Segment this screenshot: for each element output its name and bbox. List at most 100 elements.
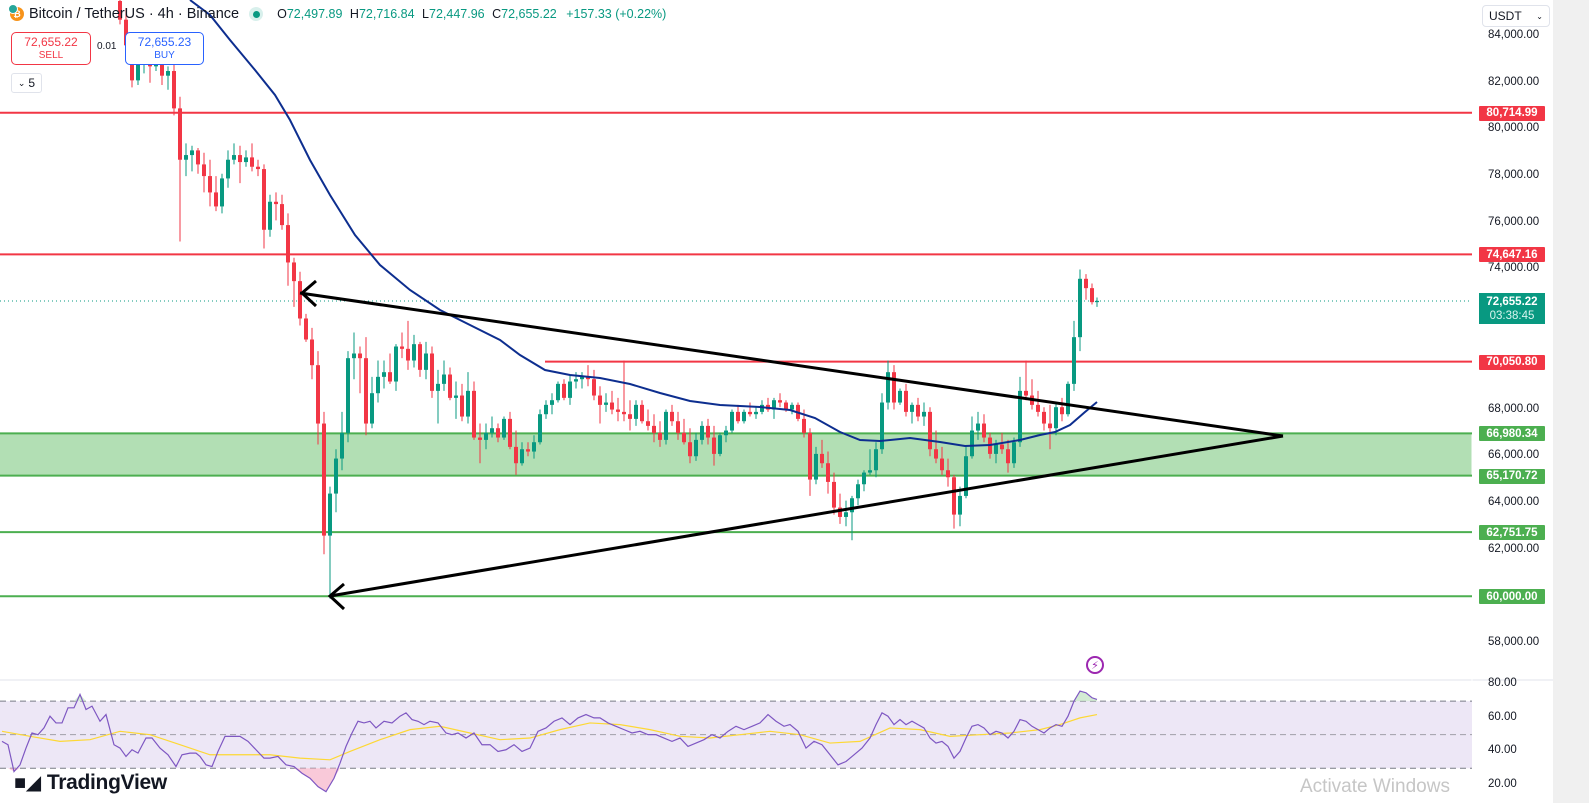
candle-body <box>316 365 320 424</box>
level-price-tag: 80,714.99 <box>1479 105 1545 121</box>
price-axis-tick: 74,000.00 <box>1488 262 1540 275</box>
rsi-overbought-fill <box>74 694 80 702</box>
triangle-lower-trendline <box>329 434 1284 598</box>
rsi-axis-tick: 20.00 <box>1488 777 1517 790</box>
sell-price: 72,655.22 <box>24 34 78 49</box>
low-value: 72,447.96 <box>429 7 485 21</box>
candle-body <box>826 463 830 482</box>
candle-body <box>424 353 428 370</box>
candle-body <box>1054 407 1058 429</box>
sell-label: SELL <box>38 49 64 61</box>
candle-body <box>622 411 626 415</box>
moving-average-line <box>189 0 1098 448</box>
candle-body <box>916 404 920 417</box>
candle-body <box>190 150 194 156</box>
candle-body <box>526 449 530 452</box>
candle-body <box>292 262 296 282</box>
bitcoin-icon: ₿ <box>8 4 24 21</box>
candle-body <box>406 348 410 361</box>
chart-canvas[interactable] <box>0 0 1553 803</box>
candle-body <box>208 176 212 193</box>
candle-body <box>478 437 482 440</box>
candle-body <box>232 155 236 160</box>
candle-body <box>1012 442 1016 464</box>
candle-body <box>958 495 962 515</box>
candle-body <box>496 428 500 438</box>
candle-body <box>514 446 518 464</box>
level-price-tag: 65,170.72 <box>1479 468 1545 484</box>
candle-body <box>520 449 524 464</box>
candle-body <box>1078 278 1082 338</box>
candle-body <box>802 418 806 433</box>
candle-body <box>244 157 248 163</box>
candle-body <box>136 59 140 81</box>
price-change: +157.33 (+0.22%) <box>566 7 667 21</box>
candle-body <box>736 411 740 422</box>
candle-body <box>856 484 860 499</box>
price-axis-tick: 76,000.00 <box>1488 215 1540 228</box>
candle-body <box>712 437 716 454</box>
candle-body <box>376 376 380 394</box>
level-price-tag: 70,050.80 <box>1479 354 1545 370</box>
quantity-dropdown[interactable]: ⌄ 5 <box>11 73 42 93</box>
candle-body <box>442 374 446 384</box>
rsi-oversold-fill <box>310 768 318 787</box>
candle-body <box>820 453 824 464</box>
candle-body <box>1095 300 1099 303</box>
candle-body <box>880 402 884 450</box>
symbol-title[interactable]: Bitcoin / TetherUS · 4h · Binance <box>29 6 240 22</box>
price-axis-tick: 58,000.00 <box>1488 636 1540 648</box>
candle-body <box>286 225 290 263</box>
scrollbar[interactable] <box>1553 0 1589 803</box>
candle-body <box>394 346 398 382</box>
candle-body <box>652 425 656 433</box>
sell-button[interactable]: 72,655.22 SELL <box>11 32 91 65</box>
candle-body <box>364 358 368 424</box>
candle-body <box>946 470 950 478</box>
lightning-icon[interactable]: ⚡ <box>1086 656 1104 674</box>
candle-body <box>418 344 422 370</box>
candle-body <box>892 372 896 403</box>
tradingview-logo[interactable]: ■◢ TradingView <box>14 770 167 795</box>
price-axis-tick: 84,000.00 <box>1488 29 1540 41</box>
candle-body <box>778 400 782 403</box>
candle-body <box>982 423 986 438</box>
candle-body <box>340 432 344 459</box>
currency-selector[interactable]: USDT ⌄ <box>1482 5 1550 27</box>
quantity-value: 5 <box>28 76 36 90</box>
candle-body <box>598 395 602 405</box>
candle-body <box>886 372 890 403</box>
candle-body <box>508 418 512 447</box>
rsi-oversold-fill <box>318 768 326 792</box>
open-value: 72,497.89 <box>286 7 343 21</box>
support-zone <box>0 433 1472 476</box>
candle-body <box>532 442 536 452</box>
candle-body <box>274 201 278 205</box>
candle-body <box>568 381 572 398</box>
buy-button[interactable]: 72,655.23 BUY <box>125 32 204 65</box>
candle-body <box>970 430 974 457</box>
candle-body <box>1066 383 1070 415</box>
candle-body <box>634 404 638 419</box>
close-value: 72,655.22 <box>501 7 557 21</box>
candle-body <box>556 383 560 401</box>
open-label: O <box>277 7 287 21</box>
candle-body <box>628 414 632 419</box>
candle-body <box>934 449 938 459</box>
candle-body <box>466 390 470 417</box>
rsi-axis-tick: 60.00 <box>1488 710 1517 723</box>
arrow-left-icon <box>299 279 318 308</box>
candle-body <box>790 404 794 410</box>
rsi-oversold-fill <box>302 768 310 779</box>
current-price-tag: 72,655.22 03:38:45 <box>1479 293 1545 324</box>
candle-body <box>388 372 392 382</box>
current-price: 72,655.22 <box>1486 295 1538 308</box>
candle-body <box>616 409 620 412</box>
candle-body <box>262 169 266 230</box>
candle-body <box>346 358 350 433</box>
candle-body <box>430 353 434 391</box>
candle-body <box>586 376 590 380</box>
candle-body <box>448 374 452 398</box>
candle-body <box>358 353 362 359</box>
candle-body <box>658 432 662 440</box>
